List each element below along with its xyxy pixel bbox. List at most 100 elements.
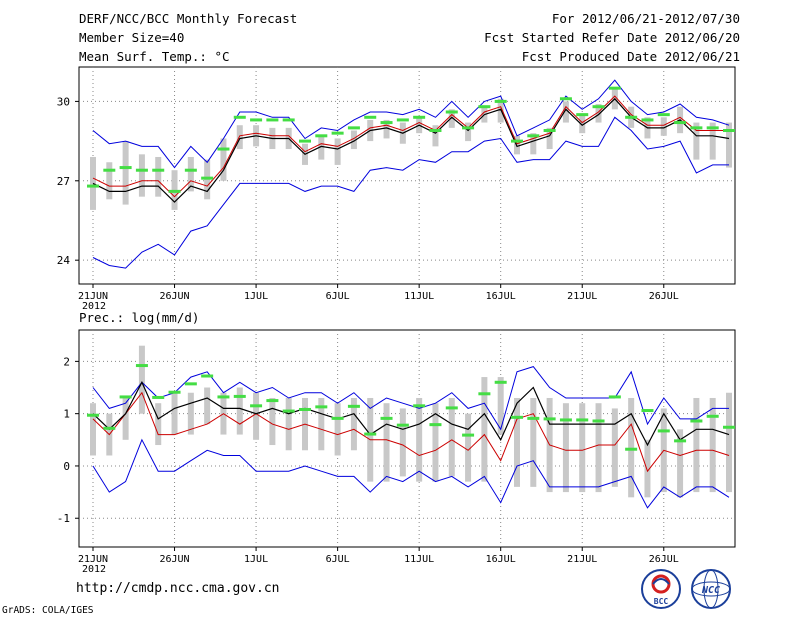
temp-chart: 21JUN 26JUN 1JUL 6JUL 11JUL 16JUL 21JUL 26JUL 20… [57, 66, 736, 312]
prec-highlight-mark [706, 414, 719, 418]
prec-min-line [92, 438, 730, 509]
prec-highlight-mark [559, 418, 572, 422]
prec-highlight-mark [250, 404, 263, 408]
temp-highlight-mark [657, 113, 670, 117]
prec-median-line [92, 380, 730, 447]
prec-highlight-mark [299, 407, 311, 411]
member-size: Member Size=40 [79, 30, 185, 45]
source-url[interactable]: http://cmdp.ncc.cma.gov.cn [76, 581, 280, 596]
bcc-logo-text: BCC [654, 597, 669, 606]
temp-box [138, 154, 145, 197]
prec-highlight-mark [462, 433, 475, 437]
temp-highlight-mark [478, 105, 491, 109]
forecast-period: For 2012/06/21-2012/07/30 [551, 11, 740, 26]
temp-highlight-mark [201, 176, 214, 180]
temp-y-tick-label: 24 [57, 254, 71, 267]
prec-box [562, 403, 569, 493]
prec-plot-frame [78, 329, 736, 548]
prec-highlight-mark [478, 392, 491, 396]
temp-box [660, 117, 667, 136]
prec-y-tick-label: 2 [63, 355, 70, 368]
prec-box [465, 413, 472, 482]
temp-x-tick-label: 6JUL [326, 291, 350, 302]
temp-highlight-mark [494, 99, 507, 103]
prec-box [611, 408, 618, 487]
temp-box [106, 162, 113, 200]
prec-highlight-mark [511, 415, 523, 419]
temp-highlight-mark [347, 126, 360, 130]
temp-highlight-mark [543, 129, 556, 133]
prec-box [236, 387, 243, 435]
temp-median-line [92, 97, 730, 203]
prec-highlight-mark [429, 423, 442, 427]
temp-highlight-mark [315, 134, 328, 138]
temp-box [350, 130, 357, 150]
prec-box [432, 403, 439, 482]
temp-highlight-mark [527, 134, 540, 138]
prec-box [530, 397, 537, 487]
temp-highlight-mark [674, 121, 687, 125]
temp-box [726, 122, 732, 168]
temp-highlight-mark [380, 121, 393, 125]
temp-box [693, 122, 700, 160]
temp-highlight-mark [168, 189, 181, 193]
prec-chart: 21JUN 26JUN 1JUL 6JUL 11JUL 16JUL 21JUL 26JUL20… [57, 329, 736, 575]
prec-highlight-mark [608, 395, 621, 399]
prec-highlight-mark [494, 380, 507, 384]
prec-box [350, 397, 357, 451]
temp-box [465, 122, 472, 142]
temp-highlight-mark [576, 113, 589, 117]
temp-highlight-mark [364, 115, 377, 119]
temp-highlight-mark [559, 97, 572, 101]
temp-highlight-mark [592, 105, 605, 109]
prec-y-tick-label: 0 [63, 460, 70, 473]
temp-y-tick-label: 27 [57, 175, 70, 188]
prec-box [269, 397, 276, 446]
prec-highlight-mark [119, 395, 132, 399]
prec-highlight-mark [527, 416, 540, 420]
temp-box [122, 141, 129, 205]
temp-box [579, 114, 586, 134]
prec-highlight-mark [266, 399, 279, 403]
prec-highlight-mark [543, 417, 556, 421]
prec-x-tick-label: 21JUL [567, 554, 597, 565]
prec-box [677, 429, 684, 498]
prec-box [693, 397, 700, 493]
prec-box [155, 403, 162, 446]
prec-box [514, 397, 520, 487]
prec-x-tick-label: 1JUL [244, 554, 268, 565]
temp-x-tick-label: 16JUL [486, 291, 516, 302]
temp-x-tick-label: 1JUL [244, 291, 268, 302]
temp-highlight-mark [723, 129, 735, 133]
temp-y-tick-label: 30 [57, 95, 70, 108]
temp-max-line [92, 79, 730, 169]
temp-highlight-mark [429, 129, 442, 133]
prec-box [334, 403, 341, 456]
prec-highlight-mark [576, 418, 589, 422]
temp-highlight-mark [641, 118, 654, 122]
prec-box [171, 392, 178, 435]
temp-highlight-mark [87, 184, 99, 188]
prec-x-tick-label: 16JUL [486, 554, 516, 565]
temp-highlight-mark [462, 126, 475, 130]
temp-highlight-mark [152, 168, 165, 172]
temp-highlight-mark [250, 118, 263, 122]
prec-highlight-mark [690, 419, 703, 423]
temp-box [432, 125, 439, 147]
temp-highlight-mark [690, 126, 703, 130]
prec-box [709, 397, 716, 493]
temp-x-tick-label: 11JUL [404, 291, 434, 302]
prec-highlight-mark [641, 409, 654, 413]
prec-x-tick-label: 11JUL [404, 554, 434, 565]
temp-plot-frame [78, 66, 736, 285]
prec-box [285, 397, 292, 451]
prec-highlight-mark [347, 404, 360, 408]
temp-box [318, 135, 325, 160]
prec-highlight-mark [168, 390, 181, 394]
bcc-logo: BCC [641, 569, 681, 609]
ncc-logo-text: NCC [701, 585, 720, 596]
prec-box [595, 403, 602, 493]
temp-highlight-mark [282, 118, 295, 122]
temp-highlight-mark [135, 168, 148, 172]
temp-x-tick-label: 21JUN [78, 291, 108, 302]
